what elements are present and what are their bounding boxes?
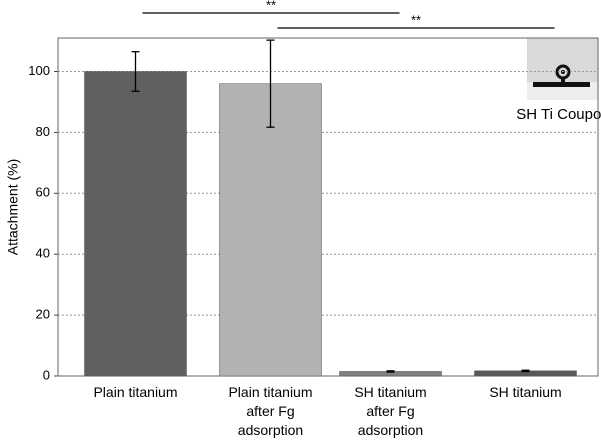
x-tick-label: SH titanium after Fg adsorption xyxy=(354,384,427,438)
significance-label: ** xyxy=(266,0,276,12)
y-tick-label: 40 xyxy=(36,246,50,261)
bar xyxy=(84,71,187,377)
x-tick-label: Plain titanium after Fg adsorption xyxy=(228,384,313,438)
x-tick-label: SH titanium xyxy=(489,384,562,400)
y-tick-label: 60 xyxy=(36,185,50,200)
inset-caption: SH Ti Coupon xyxy=(516,106,601,123)
y-tick-label: 80 xyxy=(36,124,50,139)
y-tick-label: 20 xyxy=(36,307,50,322)
droplet-stem xyxy=(561,77,565,82)
y-tick-label: 0 xyxy=(43,367,50,382)
y-tick-label: 100 xyxy=(28,63,50,78)
y-axis-label: Attachment (%) xyxy=(5,159,21,255)
droplet-core xyxy=(561,70,565,74)
coupon xyxy=(533,82,590,87)
significance-label: ** xyxy=(411,12,421,27)
plot-frame xyxy=(57,37,599,377)
bar xyxy=(219,83,322,377)
x-tick-label: Plain titanium xyxy=(93,384,178,400)
inset-photo xyxy=(527,38,598,100)
